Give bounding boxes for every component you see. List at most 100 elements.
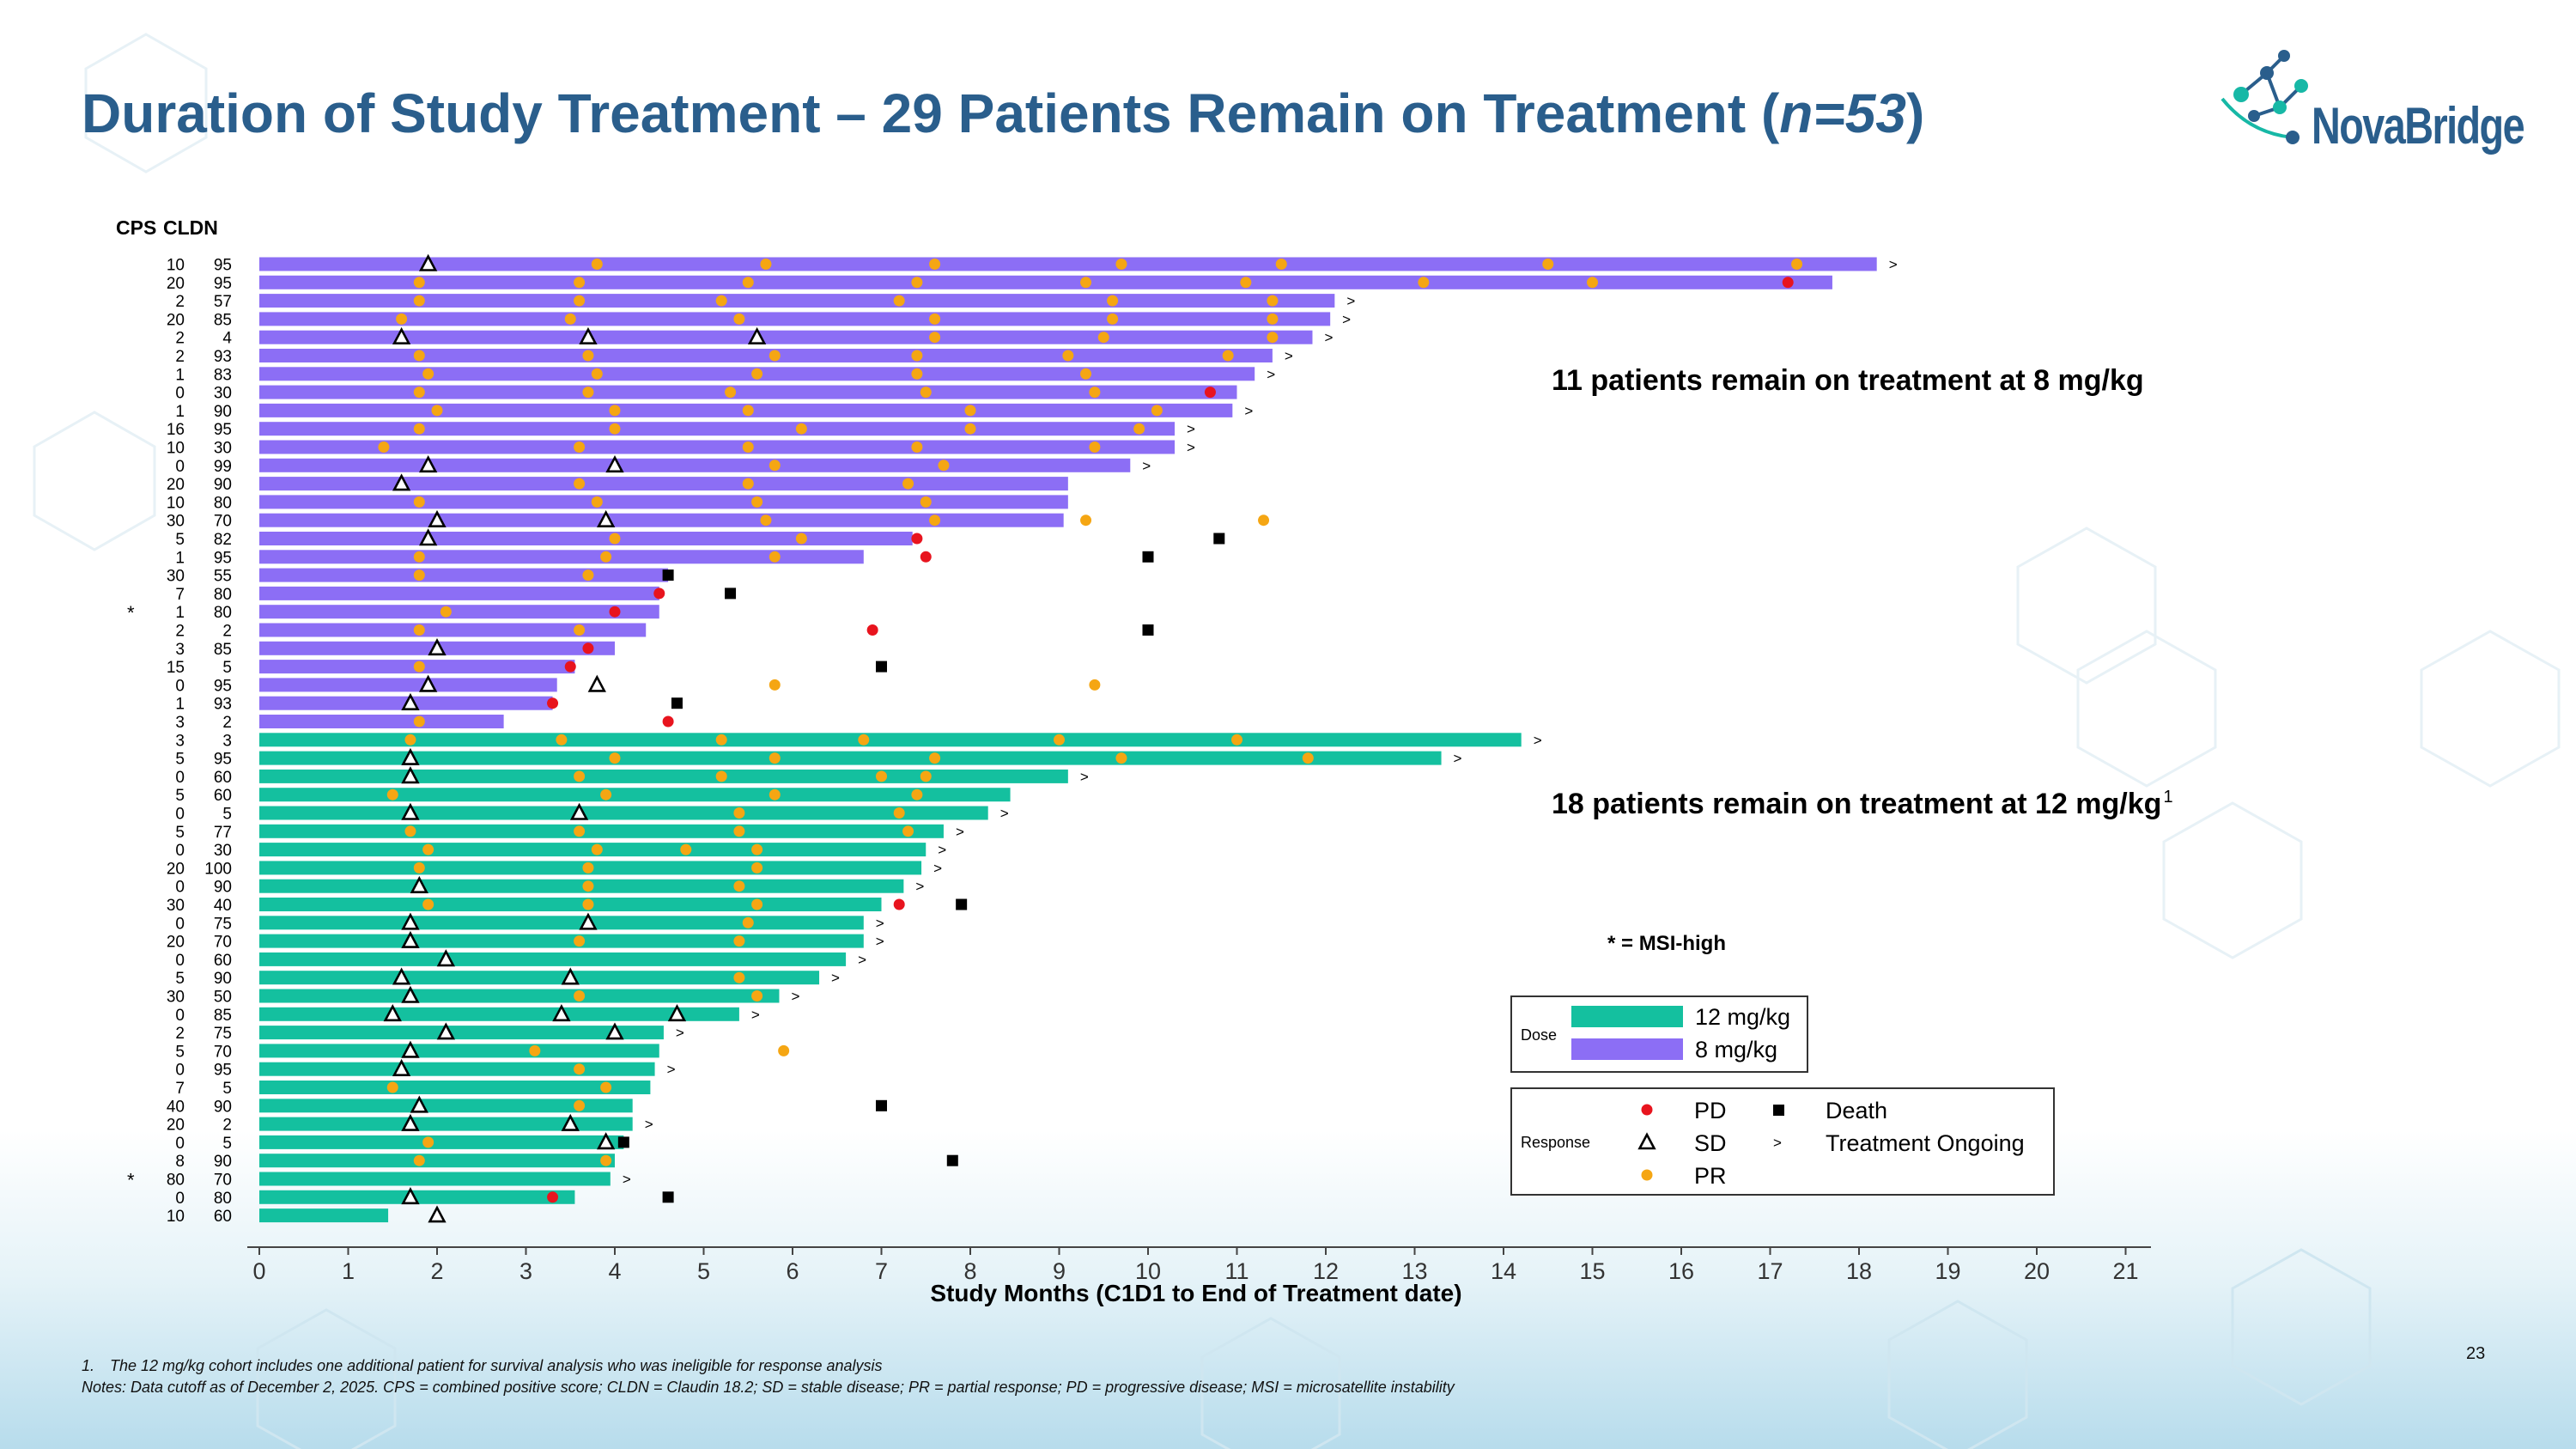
dose-legend-swatch [1571,1006,1683,1027]
x-tick-label: 1 [342,1258,355,1284]
cps-label: 3 [175,714,185,732]
pr-marker [413,387,425,399]
cps-label: 10 [167,440,185,458]
x-tick-label: 3 [519,1258,532,1284]
pr-marker [938,460,950,472]
cldn-label: 30 [214,385,232,403]
x-tick-label: 15 [1579,1258,1605,1284]
pd-marker [653,588,665,600]
legend-pd-label: PD [1694,1098,1727,1123]
footnote-1: 1. The 12 mg/kg cohort includes one addi… [82,1357,883,1374]
cps-label: 0 [175,1007,185,1025]
pr-marker [893,807,905,819]
pr-marker [1267,332,1279,344]
cps-label: 5 [175,970,185,988]
ongoing-arrow: > [1187,440,1195,456]
patient-bar [259,532,913,545]
sd-marker [401,692,420,711]
pr-marker [715,734,727,746]
sd-marker [436,1022,456,1040]
death-marker [946,1154,958,1166]
cps-label: 0 [175,806,185,824]
ongoing-arrow: > [1342,311,1351,327]
patient-bar [259,1081,651,1094]
sd-marker [418,253,438,271]
msi-marker: * [127,1170,135,1191]
legend-death-marker [1773,1105,1784,1116]
patient-bar [259,440,1176,454]
pr-marker [422,368,434,380]
cps-label: 30 [167,989,185,1007]
pd-marker [609,606,621,618]
death-marker [671,697,683,709]
pr-marker [715,295,727,307]
pr-marker [574,277,586,289]
cps-label: 2 [175,330,185,348]
cps-label: 7 [175,1080,185,1098]
pr-marker [751,368,763,380]
patient-bar [259,1117,633,1131]
ongoing-arrow: > [1346,293,1355,309]
patient-bar [259,1190,575,1204]
x-tick-label: 13 [1401,1258,1427,1284]
cldn-label: 40 [214,897,232,915]
pr-marker [769,460,781,472]
pr-marker [609,752,621,764]
pr-marker [422,843,434,855]
cps-label: 7 [175,586,185,604]
pr-marker [574,770,586,782]
pr-marker [742,441,754,453]
page-title: Duration of Study Treatment – 29 Patient… [82,82,1924,145]
patient-bar [259,769,1068,783]
x-tick-label: 16 [1668,1258,1694,1284]
pr-marker [413,496,425,508]
ongoing-arrow: > [858,952,866,968]
pr-marker [404,825,416,837]
pr-marker [929,332,941,344]
cldn-label: 75 [214,1025,232,1043]
cldn-label: 4 [222,330,232,348]
patient-bar [259,1099,633,1113]
sd-marker [587,674,606,692]
pr-marker [920,496,932,508]
pr-marker [1258,514,1270,527]
pr-marker [858,734,870,746]
cps-label: 1 [175,403,185,421]
pr-marker [893,295,905,307]
cps-label: 20 [167,860,185,878]
cps-label: 80 [167,1172,185,1190]
pr-marker [929,313,941,325]
pr-marker [1089,679,1101,691]
cldn-label: 70 [214,934,232,952]
pr-marker [378,441,390,453]
sd-marker [418,674,438,692]
pr-marker [413,715,425,728]
pr-marker [902,825,914,837]
patient-bar [259,312,1331,326]
pr-marker [1115,752,1127,764]
cps-label: 5 [175,824,185,842]
ongoing-arrow: > [933,860,942,876]
death-marker [956,898,968,910]
pr-marker [574,478,586,490]
cps-label: 1 [175,604,185,622]
cldn-label: 90 [214,970,232,988]
x-tick-label: 21 [2112,1258,2138,1284]
pr-marker [413,423,425,435]
patient-bar [259,458,1131,472]
ongoing-arrow: > [1285,348,1293,364]
pr-marker [1267,313,1279,325]
cldn-label: 2 [222,714,232,732]
x-tick-label: 8 [963,1258,976,1284]
cps-label: 2 [175,293,185,311]
sd-marker [605,455,624,473]
sd-marker [401,802,420,820]
patient-bar [259,605,659,619]
title-main: Duration of Study Treatment – 29 Patient… [82,82,1780,144]
sd-marker [418,528,438,546]
x-tick-label: 4 [608,1258,621,1284]
cldn-label: 2 [222,1117,232,1135]
pr-marker [929,752,941,764]
death-marker [1213,533,1225,545]
cps-label: 2 [175,1025,185,1043]
